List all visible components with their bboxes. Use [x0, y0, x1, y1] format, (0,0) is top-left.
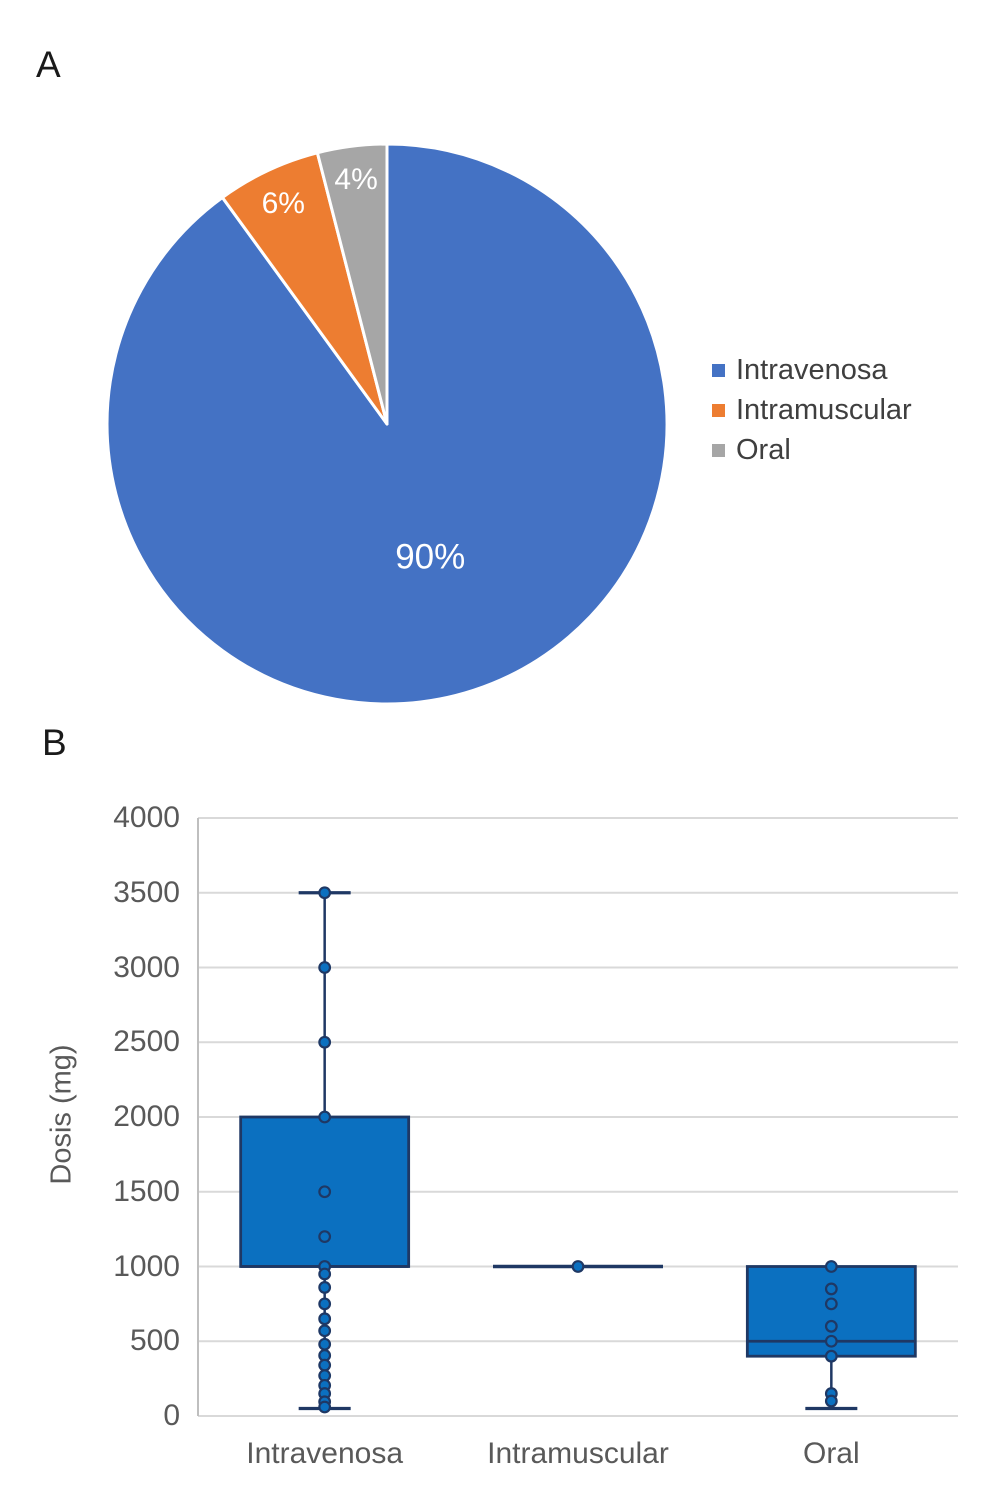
data-point-intravenosa	[318, 1281, 332, 1294]
data-point-intravenosa	[318, 1337, 332, 1351]
y-tick-label-1000: 1000	[113, 1249, 180, 1283]
data-point-oral	[824, 1349, 838, 1363]
data-point-intramuscular	[571, 1260, 585, 1273]
legend-label-oral: Oral	[736, 433, 791, 466]
x-category-label-intramuscular: Intramuscular	[487, 1437, 669, 1470]
y-tick-label-0: 0	[163, 1399, 180, 1432]
data-point-intravenosa	[318, 1312, 332, 1326]
legend-item-intravenosa: Intravenosa	[712, 350, 912, 390]
pie-slice-label-intramuscular: 6%	[261, 186, 305, 220]
data-point-oral	[824, 1282, 838, 1296]
data-point-intravenosa	[318, 1297, 332, 1311]
legend-swatch-intramuscular-icon	[712, 403, 725, 417]
data-point-oral	[824, 1319, 838, 1333]
y-tick-label-4000: 4000	[113, 801, 180, 834]
data-point-oral	[824, 1394, 838, 1408]
data-point-intravenosa	[318, 1400, 332, 1414]
x-category-label-intravenosa: Intravenosa	[246, 1437, 404, 1470]
data-point-intravenosa	[318, 1185, 332, 1199]
pie-legend: Intravenosa Intramuscular Oral	[712, 350, 912, 470]
pie-slice-label-oral: 4%	[334, 162, 378, 196]
legend-item-oral: Oral	[712, 430, 912, 470]
data-point-oral	[824, 1297, 838, 1311]
legend-label-intramuscular: Intramuscular	[736, 393, 912, 426]
panel-b-label: B	[42, 722, 67, 763]
y-tick-label-1500: 1500	[113, 1174, 180, 1208]
data-point-oral	[824, 1334, 838, 1348]
legend-swatch-oral-icon	[712, 443, 725, 457]
data-point-intravenosa	[318, 1267, 332, 1281]
pie-slice-label-intravenosa: 90%	[395, 537, 466, 577]
panel-a-label: A	[36, 44, 61, 85]
data-point-oral	[824, 1260, 838, 1273]
legend-label-intravenosa: Intravenosa	[736, 353, 888, 386]
pie-slice-oral	[315, 142, 389, 426]
y-tick-label-3000: 3000	[113, 950, 180, 984]
data-point-intravenosa	[318, 1110, 332, 1124]
y-tick-label-3500: 3500	[113, 875, 180, 909]
legend-item-intramuscular: Intramuscular	[712, 390, 912, 430]
y-tick-label-500: 500	[129, 1324, 180, 1358]
data-point-intravenosa	[318, 886, 332, 900]
legend-swatch-intravenosa-icon	[712, 363, 725, 377]
data-point-intravenosa	[318, 1358, 332, 1372]
x-category-label-oral: Oral	[802, 1437, 860, 1470]
data-point-intravenosa	[318, 1035, 332, 1049]
data-point-intravenosa	[318, 961, 332, 974]
data-point-intravenosa	[318, 1230, 332, 1243]
y-tick-label-2000: 2000	[113, 1100, 180, 1133]
pie-slice-intravenosa	[105, 142, 669, 706]
data-point-intravenosa	[318, 1324, 332, 1338]
y-tick-label-2500: 2500	[113, 1025, 180, 1059]
